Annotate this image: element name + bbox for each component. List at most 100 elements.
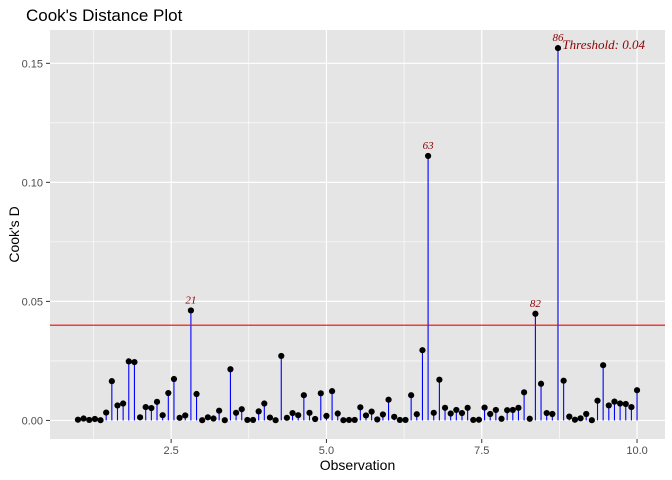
data-point	[458, 409, 466, 417]
data-point	[617, 400, 624, 407]
data-point	[424, 152, 432, 160]
point-label: 82	[530, 298, 542, 310]
data-point	[583, 410, 590, 418]
data-point	[227, 366, 234, 373]
data-point	[554, 44, 562, 52]
y-axis-ticks: 0.00 0.05 0.10 0.15	[22, 58, 50, 427]
data-point	[413, 411, 420, 418]
data-point	[628, 403, 635, 411]
data-point	[323, 412, 330, 420]
data-point	[182, 412, 189, 419]
data-point	[244, 416, 251, 424]
data-point	[131, 359, 138, 366]
data-point	[170, 375, 178, 383]
data-point	[577, 415, 584, 422]
data-point	[142, 403, 149, 411]
data-point	[419, 347, 426, 354]
point-label: 86	[552, 32, 564, 44]
data-point	[204, 414, 211, 421]
data-point	[481, 404, 488, 411]
data-point	[515, 404, 522, 411]
data-point	[391, 413, 398, 420]
y-tick-label: 0.05	[22, 296, 43, 308]
plot-panel	[50, 30, 665, 439]
data-point	[255, 408, 262, 415]
data-point	[408, 392, 415, 399]
data-point	[594, 397, 601, 404]
data-point	[498, 415, 505, 422]
data-point	[379, 411, 387, 418]
data-point	[487, 410, 494, 418]
data-point	[622, 400, 629, 408]
data-point	[470, 416, 477, 424]
data-point	[362, 412, 370, 419]
data-point	[566, 413, 573, 420]
data-point	[588, 417, 595, 424]
data-point	[74, 416, 82, 423]
data-point	[334, 410, 341, 417]
data-point	[441, 404, 449, 411]
x-tick-label: 10.0	[626, 445, 647, 457]
data-point	[328, 388, 336, 395]
point-labels: 21 63 82 86	[185, 32, 564, 310]
data-point	[633, 387, 641, 394]
data-point	[306, 409, 313, 416]
x-axis-title: Observation	[320, 457, 395, 473]
data-point	[216, 407, 223, 414]
data-point	[289, 409, 296, 417]
data-point	[605, 402, 612, 409]
x-tick-label: 7.5	[474, 445, 489, 457]
data-point	[210, 415, 217, 422]
data-point	[221, 417, 228, 424]
points	[74, 44, 641, 424]
data-point	[520, 389, 528, 396]
data-point	[368, 408, 375, 415]
data-point	[532, 310, 539, 317]
data-point	[165, 389, 172, 397]
data-point	[317, 390, 324, 397]
data-point	[108, 378, 115, 385]
data-point	[492, 406, 499, 414]
data-point	[374, 416, 381, 423]
data-point	[345, 416, 353, 424]
data-point	[278, 352, 285, 360]
data-point	[430, 409, 437, 416]
y-tick-label: 0.00	[22, 415, 43, 427]
data-point	[187, 307, 195, 314]
data-point	[86, 416, 93, 424]
data-point	[351, 416, 358, 424]
data-point	[396, 416, 403, 424]
data-point	[509, 406, 516, 414]
data-point	[504, 407, 511, 414]
data-point	[114, 402, 121, 409]
data-point	[402, 416, 409, 424]
chart-title: Cook's Distance Plot	[26, 6, 183, 25]
data-point	[543, 409, 550, 417]
y-axis-title: Cook's D	[6, 206, 22, 262]
data-point	[238, 406, 245, 413]
data-point	[249, 416, 257, 424]
data-point	[611, 398, 618, 405]
data-point	[136, 414, 144, 421]
data-point	[312, 415, 319, 423]
data-point	[193, 390, 200, 398]
data-point	[176, 414, 183, 421]
data-point	[80, 415, 87, 422]
data-point	[153, 398, 161, 405]
y-tick-label: 0.10	[22, 177, 43, 189]
data-point	[526, 415, 533, 422]
data-point	[357, 404, 364, 411]
data-point	[549, 410, 556, 418]
grid-major	[50, 30, 665, 439]
y-tick-label: 0.15	[22, 58, 43, 70]
data-point	[475, 416, 483, 423]
data-point	[436, 376, 443, 383]
data-point	[266, 414, 274, 421]
grid-minor	[50, 30, 665, 439]
data-point	[159, 412, 166, 419]
data-point	[571, 416, 579, 423]
data-point	[148, 404, 155, 412]
data-point	[272, 417, 279, 424]
data-point	[340, 417, 347, 424]
